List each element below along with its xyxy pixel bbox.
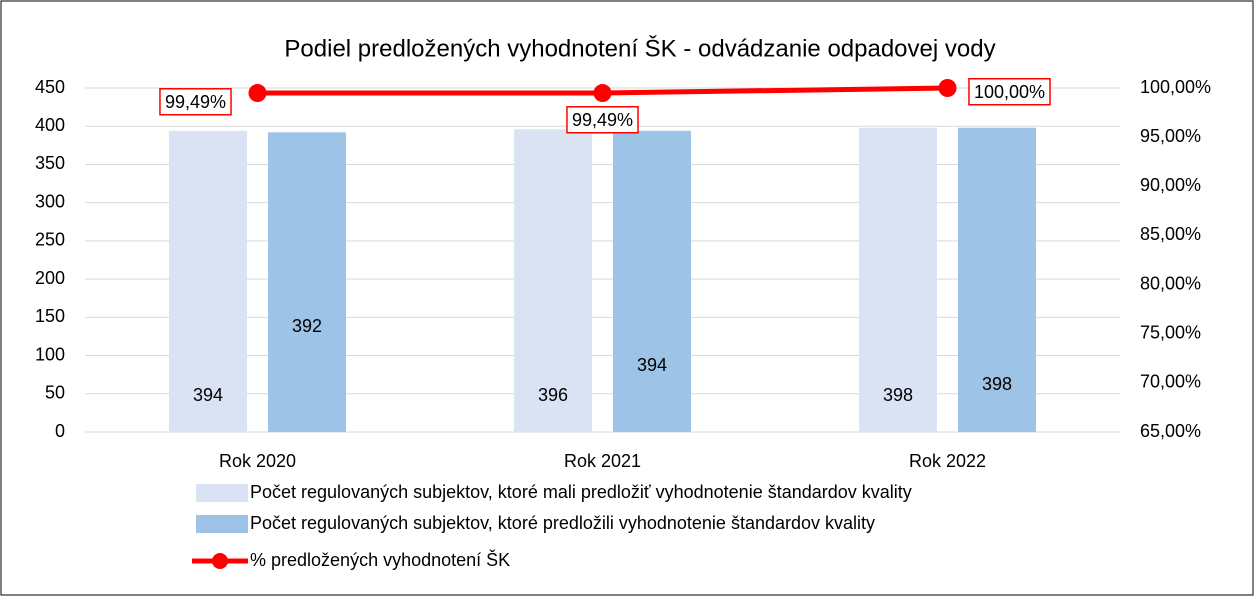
y-tick-label: 250 [35,230,65,250]
legend-label: Počet regulovaných subjektov, ktoré mali… [250,482,912,502]
y-tick-label: 400 [35,115,65,135]
line-marker [938,79,957,97]
y2-tick-label: 90,00% [1140,175,1201,195]
line-label-box [159,88,232,116]
line-label-box [968,78,1051,106]
chart-title: Podiel predložených vyhodnotení ŠK - odv… [284,34,995,62]
line-label-box [566,106,639,134]
y-tick-label: 150 [35,306,65,326]
y-tick-label: 350 [35,153,65,173]
bar [958,127,1036,433]
y-tick-label: 100 [35,344,65,364]
line-marker [593,84,612,103]
y2-tick-label: 85,00% [1140,224,1201,244]
y2-tick-label: 70,00% [1140,372,1201,392]
y-tick-label: 450 [35,77,65,97]
legend-marker [212,553,228,569]
x-tick-label: Rok 2020 [219,451,296,471]
line-value-label: 99,49% [165,92,226,112]
y-tick-label: 50 [45,383,65,403]
y2-tick-label: 95,00% [1140,126,1201,146]
legend-label: Počet regulovaných subjektov, ktoré pred… [250,513,875,533]
y-tick-label: 200 [35,268,65,288]
bar [859,127,937,433]
bar-value-label: 396 [538,385,568,405]
y2-tick-label: 65,00% [1140,421,1201,441]
bar [169,130,247,432]
bar-value-label: 394 [637,355,667,375]
line-value-label: 100,00% [974,82,1045,102]
bar-value-label: 392 [292,316,322,336]
y-tick-label: 300 [35,191,65,211]
bar-value-label: 398 [883,385,913,405]
y2-tick-label: 80,00% [1140,273,1201,293]
y2-tick-label: 75,00% [1140,322,1201,342]
line-marker [248,84,267,103]
legend-swatch [196,515,248,533]
bar [613,130,691,432]
x-tick-label: Rok 2022 [909,451,986,471]
y-tick-label: 0 [55,421,65,441]
bar-value-label: 398 [982,374,1012,394]
line-value-label: 99,49% [572,110,633,130]
bar [268,132,346,433]
legend-label: % predložených vyhodnotení ŠK [250,549,510,570]
bar-value-label: 394 [193,385,223,405]
bar [514,129,592,432]
legend-swatch [196,484,248,502]
y2-tick-label: 100,00% [1140,77,1211,97]
x-tick-label: Rok 2021 [564,451,641,471]
